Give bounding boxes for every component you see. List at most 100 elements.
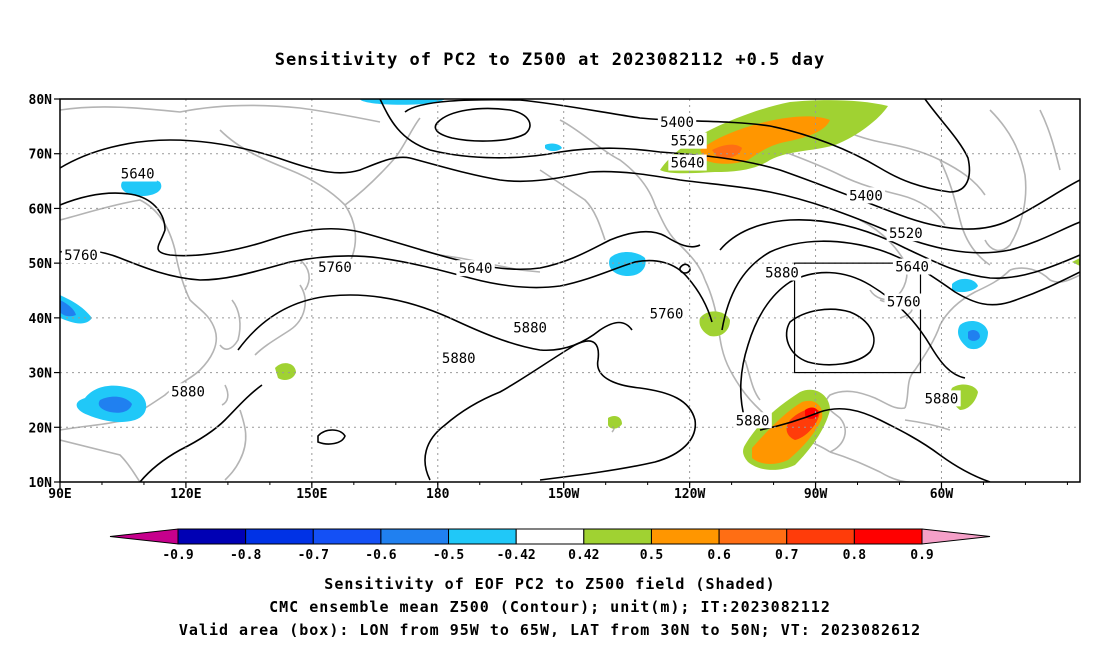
colorbar-box xyxy=(177,528,247,545)
contour-5520 xyxy=(379,99,1080,230)
neg-blob-west-pacific-core xyxy=(98,396,132,413)
colorbar-label: -0.8 xyxy=(230,548,261,563)
contour-label-bg xyxy=(118,165,157,182)
colorbar-label: -0.42 xyxy=(497,548,536,563)
contour-label: 5640 xyxy=(121,167,155,183)
contour-label: 5880 xyxy=(765,266,799,282)
map-title: Sensitivity of PC2 to Z500 at 2023082112… xyxy=(274,50,826,70)
neg-blob-newfoundland xyxy=(952,278,978,293)
contour-5640-east xyxy=(719,218,1080,279)
lon-label: 90E xyxy=(48,487,71,502)
colorbar-box xyxy=(650,528,720,545)
contour-label: 5880 xyxy=(925,391,959,407)
colorbar-box xyxy=(245,528,314,545)
lon-label: 120E xyxy=(170,487,201,502)
lon-label: 180 xyxy=(426,487,450,502)
lon-label: 90W xyxy=(804,487,828,502)
contour-label-bg xyxy=(762,264,802,281)
colorbar-box xyxy=(515,528,585,545)
contour-label-bg xyxy=(315,259,355,276)
map-plot-area xyxy=(60,99,1080,482)
contour-5880-asia xyxy=(139,384,263,482)
colorbar-box xyxy=(380,528,450,545)
contour-label-bg xyxy=(733,412,772,429)
contour-label: 5880 xyxy=(442,351,476,367)
neg-blob-atlantic-core xyxy=(968,329,980,341)
lat-label: 20N xyxy=(29,421,53,436)
colorbar-box xyxy=(786,528,855,545)
lat-label: 50N xyxy=(29,257,53,272)
contour-label-bg xyxy=(668,132,707,149)
footer-line-3: Valid area (box): LON from 95W to 65W, L… xyxy=(178,621,922,639)
pos-blob-arctic-red xyxy=(712,144,742,159)
neg-blob-small-arctic xyxy=(545,143,562,151)
colorbar: -0.9 -0.8 -0.7 -0.6 -0.5 -0.42 0.42 0.5 0.6 0.7 0.… xyxy=(109,528,991,563)
contour-5880-ring xyxy=(785,308,875,366)
neg-blob-siberia xyxy=(121,177,162,196)
contour-label: 5880 xyxy=(736,413,770,429)
contour-label-bg xyxy=(439,349,478,366)
contour-label-bg xyxy=(61,247,101,264)
contour-label: 5400 xyxy=(849,188,883,204)
footer-line-1: Sensitivity of EOF PC2 to Z500 field (Sh… xyxy=(324,575,776,593)
contour-5760-west xyxy=(60,249,713,323)
contour-label: 5640 xyxy=(895,260,929,276)
colorbar-low-triangle xyxy=(109,528,179,545)
lon-label: 60W xyxy=(930,487,954,502)
colorbar-label: 0.8 xyxy=(843,548,867,563)
colorbar-box xyxy=(853,528,923,545)
lon-label: 120W xyxy=(674,487,705,502)
contour-label-bg xyxy=(647,305,686,322)
contour-label: 5640 xyxy=(671,156,705,172)
lat-label: 30N xyxy=(29,367,53,382)
coastlines xyxy=(60,104,1080,482)
lat-label: 70N xyxy=(29,148,53,163)
contour-label-bg xyxy=(668,154,707,171)
contour-label-bg xyxy=(657,114,697,131)
contour-5640-south xyxy=(60,192,701,271)
map-frame xyxy=(59,98,1081,483)
colorbar-box xyxy=(583,528,652,545)
pos-blob-hawaii xyxy=(608,416,622,429)
contour-label: 5520 xyxy=(889,226,923,242)
valid-area-box xyxy=(793,262,922,374)
contour-label: 5880 xyxy=(513,320,547,336)
lon-label: 150E xyxy=(296,487,327,502)
contour-label: 5400 xyxy=(660,115,694,131)
contour-5880-pacific xyxy=(424,340,697,481)
lat-label: 80N xyxy=(29,93,53,108)
contour-label: 5760 xyxy=(64,248,98,264)
lon-label: 150W xyxy=(548,487,579,502)
contour-label-bg xyxy=(846,187,886,204)
colorbar-label: 0.5 xyxy=(640,548,663,563)
lat-label: 10N xyxy=(29,476,53,491)
contour-label: 5880 xyxy=(171,384,205,400)
colorbar-box xyxy=(312,528,382,545)
lat-lon-grid xyxy=(60,99,1080,482)
contour-5880-east xyxy=(739,271,966,421)
contour-label: 5520 xyxy=(671,134,705,150)
pos-blob-edge xyxy=(1072,258,1080,266)
colorbar-label: -0.7 xyxy=(298,548,329,563)
colorbar-label: -0.9 xyxy=(162,548,193,563)
colorbar-label: 0.7 xyxy=(775,548,798,563)
colorbar-box xyxy=(718,528,788,545)
contour-label-bg xyxy=(892,258,932,275)
contour-labels: 5400 5520 5640 5400 5520 5640 5760 5880 5640 5760… xyxy=(61,114,961,429)
contour-5880-center xyxy=(237,294,633,352)
colorbar-label: 0.6 xyxy=(707,548,731,563)
pos-blob-california xyxy=(699,311,730,337)
neg-blob-far-west-core xyxy=(60,300,76,317)
contour-small-loop xyxy=(679,263,691,274)
lat-label: 40N xyxy=(29,312,53,327)
contour-label-bg xyxy=(922,390,961,407)
contour-label: 5760 xyxy=(887,295,921,311)
contour-label: 5760 xyxy=(650,307,684,323)
contour-5400-low xyxy=(434,107,531,142)
colorbar-box xyxy=(448,528,517,545)
colorbar-label: 0.9 xyxy=(910,548,933,563)
contour-label: 5640 xyxy=(459,261,493,277)
colorbar-label: -0.5 xyxy=(433,548,464,563)
